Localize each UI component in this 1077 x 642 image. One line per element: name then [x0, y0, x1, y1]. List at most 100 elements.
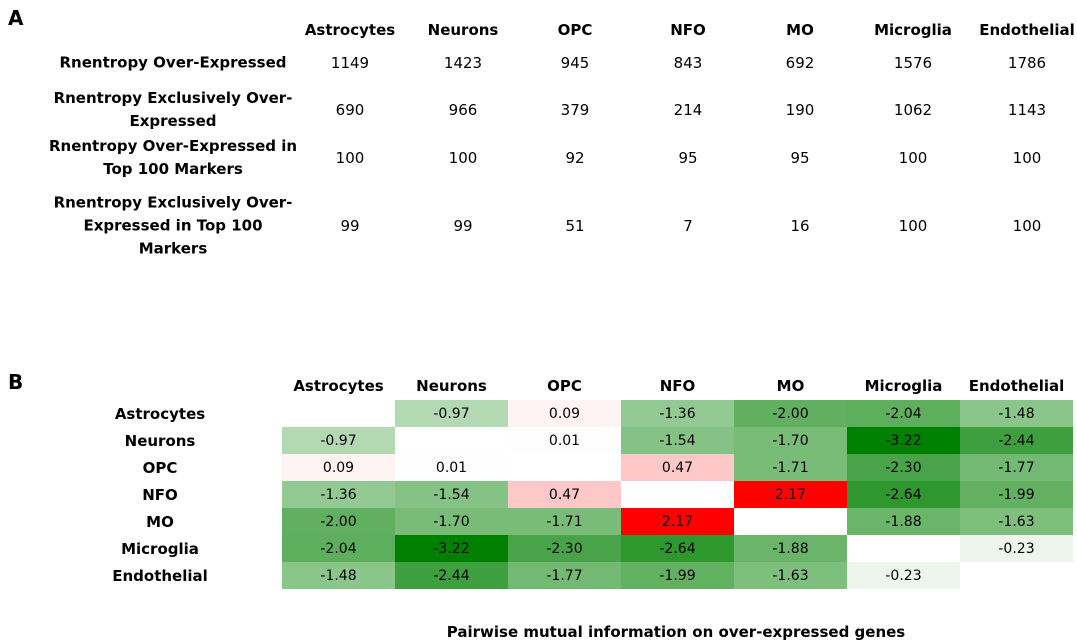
cell-label: 0.01 — [435, 459, 468, 476]
heatmap-cell: -1.36 — [621, 400, 734, 427]
heatmap-cell: 0.47 — [621, 454, 734, 481]
cell-label: -1.48 — [998, 405, 1035, 422]
heatmap-cell: -1.70 — [395, 508, 508, 535]
row-label: Rnentropy Over-Expressed — [59, 53, 287, 72]
heatmap-cell: -3.22 — [395, 535, 508, 562]
cell-label: -2.30 — [885, 459, 922, 476]
heatmap-cell: -1.71 — [508, 508, 621, 535]
cell-label: -2.00 — [772, 405, 809, 422]
column-header: Astrocytes — [293, 377, 384, 395]
table-cell: 1576 — [893, 54, 933, 72]
table-cell: 1423 — [443, 54, 483, 72]
heatmap-cell: -1.70 — [734, 427, 847, 454]
table-cell: 190 — [785, 101, 815, 119]
row-label: Endothelial — [112, 566, 208, 585]
cell-label: -1.54 — [659, 432, 696, 449]
table-cell: 1149 — [330, 54, 370, 72]
heatmap-cell: -2.64 — [621, 535, 734, 562]
cell-label: -2.30 — [546, 540, 583, 557]
heatmap-cell: -1.48 — [282, 562, 395, 589]
cell-label: -2.04 — [885, 405, 922, 422]
column-header: Microglia — [864, 377, 943, 395]
heatmap-cell: 0.09 — [508, 400, 621, 427]
column-header: Neurons — [427, 21, 499, 39]
cell-label: -1.77 — [546, 567, 583, 584]
table-cell: 966 — [448, 101, 478, 119]
cell-label: -0.23 — [998, 540, 1035, 557]
cell-label: -1.70 — [433, 513, 470, 530]
heatmap-cell: 0.09 — [282, 454, 395, 481]
cell-label: -1.63 — [772, 567, 809, 584]
column-header: NFO — [659, 377, 696, 395]
heatmap-cell: -2.00 — [282, 508, 395, 535]
cell-label: -2.64 — [885, 486, 922, 503]
heatmap-cell: -1.63 — [960, 508, 1073, 535]
heatmap-cell: 0.47 — [508, 481, 621, 508]
table-cell: 16 — [790, 217, 810, 235]
heatmap-cell: -1.36 — [282, 481, 395, 508]
column-header: MO — [786, 21, 814, 39]
cell-label: -1.36 — [320, 486, 357, 503]
cell-label: -2.44 — [998, 432, 1035, 449]
row-label: Rnentropy Exclusively Over-Expressed in … — [53, 193, 293, 258]
heatmap-cell: -1.48 — [960, 400, 1073, 427]
cell-label: 2.17 — [774, 486, 807, 503]
heatmap-cell: -2.04 — [847, 400, 960, 427]
table-cell: 99 — [340, 217, 360, 235]
table-cell: 379 — [560, 101, 590, 119]
heatmap-cell: 0.01 — [395, 454, 508, 481]
heatmap-cell: -1.99 — [621, 562, 734, 589]
cell-label: -1.48 — [320, 567, 357, 584]
heatmap-cell: -0.23 — [847, 562, 960, 589]
row-label: Astrocytes — [114, 404, 206, 423]
heatmap-cell: -1.54 — [621, 427, 734, 454]
table-cell: 214 — [673, 101, 703, 119]
heatmap-cell: -2.00 — [734, 400, 847, 427]
column-header: MO — [776, 377, 805, 395]
row-label: Neurons — [124, 431, 196, 450]
panel-label: B — [8, 370, 24, 394]
row-label: OPC — [142, 458, 178, 477]
cell-label: -2.64 — [659, 540, 696, 557]
heatmap-cell: -2.30 — [508, 535, 621, 562]
table-cell: 95 — [790, 149, 810, 167]
cell-label: -3.22 — [433, 540, 470, 557]
cell-label: -0.97 — [320, 432, 357, 449]
table-cell: 100 — [335, 149, 365, 167]
cell-label: -1.71 — [546, 513, 583, 530]
cell-label: -1.88 — [772, 540, 809, 557]
row-label: Rnentropy Exclusively Over-Expressed — [53, 89, 293, 130]
row-label: Microglia — [121, 539, 199, 558]
heatmap-cell: -1.71 — [734, 454, 847, 481]
heatmap-cell: -1.99 — [960, 481, 1073, 508]
cell-label: -0.23 — [885, 567, 922, 584]
heatmap-cell: -1.88 — [847, 508, 960, 535]
heatmap-cell: -2.64 — [847, 481, 960, 508]
heatmap-cell: -1.63 — [734, 562, 847, 589]
table-cell: 100 — [448, 149, 478, 167]
heatmap-cell: -0.97 — [395, 400, 508, 427]
heatmap-cell: -1.77 — [960, 454, 1073, 481]
column-header: OPC — [547, 377, 582, 395]
heatmap-cell: -2.04 — [282, 535, 395, 562]
cell-label: -1.70 — [772, 432, 809, 449]
cell-label: 2.17 — [661, 513, 694, 530]
heatmap-cell: -1.77 — [508, 562, 621, 589]
heatmap-cell: -2.44 — [960, 427, 1073, 454]
column-header: NFO — [670, 21, 706, 39]
heatmap-cell: -1.54 — [395, 481, 508, 508]
cell-label: 0.47 — [548, 486, 581, 503]
heatmap-cell: -0.23 — [960, 535, 1073, 562]
cell-label: -0.97 — [433, 405, 470, 422]
table-cell: 100 — [898, 149, 928, 167]
column-header: Microglia — [874, 21, 952, 39]
row-label: MO — [146, 512, 174, 531]
heatmap-cell: -2.44 — [395, 562, 508, 589]
cell-label: -2.00 — [320, 513, 357, 530]
heatmap-cell: -1.88 — [734, 535, 847, 562]
table-cell: 51 — [565, 217, 585, 235]
table-cell: 92 — [565, 149, 585, 167]
column-header: Endothelial — [979, 21, 1075, 39]
cell-label: -1.54 — [433, 486, 470, 503]
